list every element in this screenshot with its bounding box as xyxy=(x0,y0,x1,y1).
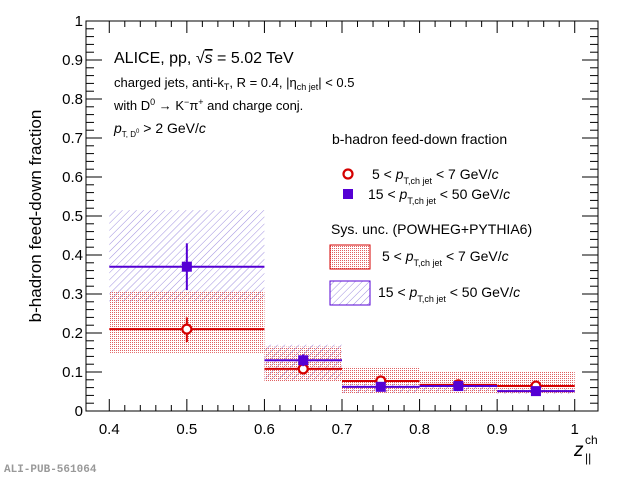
legend-label-high-pt: 15 < pT,ch jet < 50 GeV/c xyxy=(368,186,510,206)
axes: 0.4 0.5 0.6 0.7 0.8 0.9 1 0 0.1 0.2 0.3 0.4 0.5 0.6 0.… xyxy=(62,13,599,438)
data-points xyxy=(109,243,575,397)
legend-sys-label-low-pt: 5 < pT,ch jet < 7 GeV/c xyxy=(382,248,509,268)
annotation-decay: with D0 → K−π+ and charge conj. xyxy=(113,97,303,113)
y-tick-label: 0.3 xyxy=(62,286,83,303)
legend-sys-label-high-pt: 15 < pT,ch jet < 50 GeV/c xyxy=(378,284,520,304)
y-axis-label: b-hadron feed-down fraction xyxy=(26,110,45,323)
annotation-experiment: ALICE, pp, √s = 5.02 TeV xyxy=(114,50,294,67)
x-axis-label: z ch || xyxy=(573,433,598,465)
legend-label-low-pt: 5 < pT,ch jet < 7 GeV/c xyxy=(372,166,499,186)
y-tick-label: 0 xyxy=(75,403,83,420)
legend-title-points: b-hadron feed-down fraction xyxy=(332,131,507,147)
y-tick-label: 0.7 xyxy=(62,130,83,147)
y-tick-label: 0.1 xyxy=(62,364,83,381)
legend-sys-box-high-pt xyxy=(329,280,371,306)
publication-id: ALI-PUB-561064 xyxy=(4,464,97,476)
x-axis-label-sup: ch xyxy=(585,433,598,447)
data-point xyxy=(530,386,541,397)
legend-sys-box-low-pt xyxy=(329,244,371,270)
data-point xyxy=(453,381,464,392)
x-tick-label: 0.4 xyxy=(99,421,120,438)
x-tick-label: 0.5 xyxy=(176,421,197,438)
legend-marker-high-pt xyxy=(343,189,353,199)
data-point xyxy=(375,381,386,392)
annotation-jets: charged jets, anti-kT, R = 0.4, |ηch jet… xyxy=(114,75,354,92)
x-tick-label: 1 xyxy=(571,421,579,438)
data-point xyxy=(181,261,192,272)
y-tick-label: 0.2 xyxy=(62,325,83,342)
legend: b-hadron feed-down fraction 5 < pT,ch je… xyxy=(329,131,532,306)
y-tick-label: 1 xyxy=(75,13,83,30)
x-tick-label: 0.7 xyxy=(332,421,353,438)
x-tick-label: 0.8 xyxy=(409,421,430,438)
x-tick-label: 0.6 xyxy=(254,421,275,438)
legend-title-sys: Sys. unc. (POWHEG+PYTHIA6) xyxy=(331,221,532,237)
y-tick-label: 0.4 xyxy=(62,247,83,264)
annotation-dpt-cut: pT, D0 > 2 GeV/c xyxy=(113,120,206,139)
data-point xyxy=(298,355,309,366)
y-tick-label: 0.6 xyxy=(62,169,83,186)
x-axis-label-main: z xyxy=(573,440,584,461)
legend-marker-low-pt xyxy=(342,168,354,180)
y-tick-label: 0.5 xyxy=(62,208,83,225)
y-tick-label: 0.9 xyxy=(62,52,83,69)
x-tick-label: 0.9 xyxy=(487,421,508,438)
y-tick-label: 0.8 xyxy=(62,91,83,108)
annotation-block: ALICE, pp, √s = 5.02 TeV charged jets, a… xyxy=(113,50,354,139)
data-point xyxy=(181,323,193,335)
x-axis-label-sub: || xyxy=(585,451,591,465)
